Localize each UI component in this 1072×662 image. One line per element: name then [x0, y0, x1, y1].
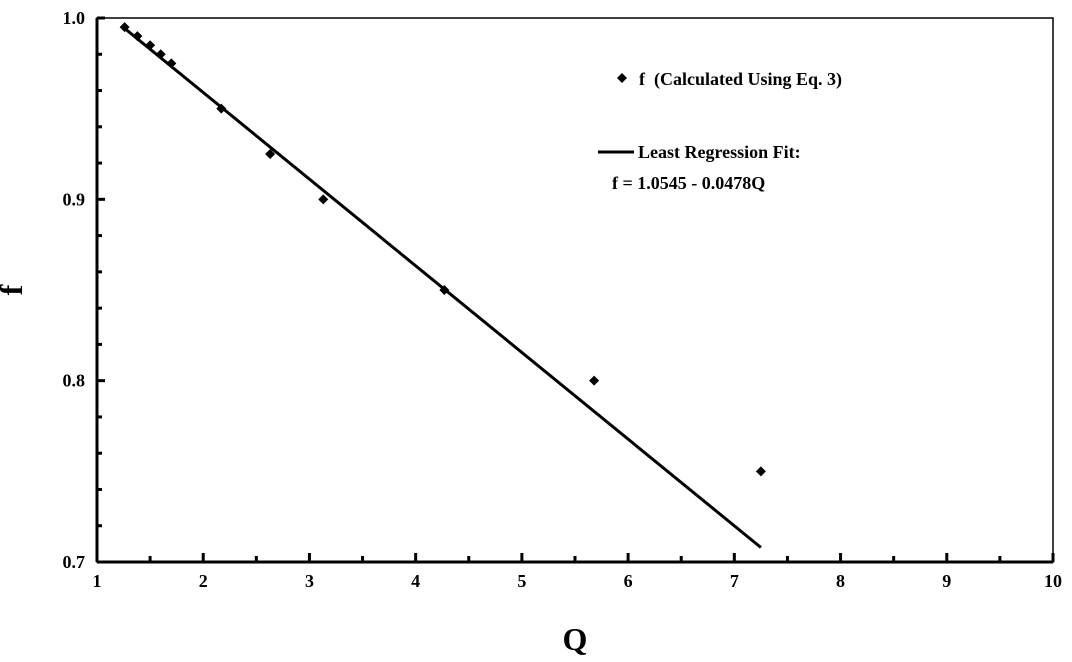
data-point: [216, 103, 227, 114]
y-tick-label: 0.7: [63, 552, 86, 572]
legend-label-markers: f (Calculated Using Eq. 3): [639, 69, 842, 90]
data-point: [265, 149, 276, 159]
data-point: [589, 375, 600, 386]
x-tick-label: 5: [517, 571, 526, 591]
legend: f (Calculated Using Eq. 3) Least Regress…: [598, 69, 842, 193]
data-point: [119, 22, 130, 33]
legend-diamond-icon: [617, 73, 627, 83]
data-point: [132, 31, 143, 42]
y-tick-label: 1.0: [63, 8, 86, 28]
y-tick-label: 0.9: [63, 189, 86, 209]
legend-label-line-equation: f = 1.0545 - 0.0478Q: [612, 173, 765, 193]
y-tick-label: 0.8: [63, 371, 86, 391]
x-axis-title: Q: [563, 621, 588, 657]
data-point: [166, 58, 177, 69]
data-point: [155, 49, 166, 60]
data-point: [145, 40, 156, 51]
x-tick-label: 7: [730, 571, 739, 591]
y-axis-title: f: [0, 284, 29, 295]
x-tick-label: 8: [836, 571, 845, 591]
x-tick-label: 10: [1044, 571, 1062, 591]
x-tick-label: 3: [305, 571, 314, 591]
legend-label-line: Least Regression Fit:: [638, 142, 801, 162]
y-ticks: 0.7 0.8 0.9 1.0: [63, 8, 105, 572]
x-tick-label: 6: [624, 571, 633, 591]
series-layer: [119, 22, 766, 549]
data-point: [318, 194, 329, 205]
legend-item-line: Least Regression Fit: f = 1.0545 - 0.047…: [598, 142, 801, 193]
data-point: [755, 466, 766, 477]
data-point: [439, 285, 450, 295]
x-ticks: 1 2 3 4 5 6 7 8 9 10: [93, 553, 1062, 591]
legend-item-markers: f (Calculated Using Eq. 3): [617, 69, 842, 90]
x-tick-label: 2: [199, 571, 208, 591]
x-tick-label: 1: [93, 571, 102, 591]
x-tick-label: 9: [942, 571, 951, 591]
x-tick-label: 4: [411, 571, 420, 591]
plot-frame: [96, 17, 1054, 563]
